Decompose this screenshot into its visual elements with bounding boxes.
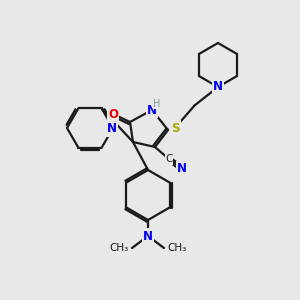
Text: N: N — [177, 163, 187, 176]
Text: CH₃: CH₃ — [167, 243, 186, 253]
Text: N: N — [143, 230, 153, 242]
Text: N: N — [213, 80, 223, 94]
Text: CH₃: CH₃ — [110, 243, 129, 253]
Text: O: O — [108, 107, 118, 121]
Text: H: H — [153, 99, 161, 109]
Text: N: N — [107, 122, 117, 136]
Text: C: C — [165, 154, 173, 164]
Text: S: S — [171, 122, 179, 134]
Text: N: N — [147, 103, 157, 116]
